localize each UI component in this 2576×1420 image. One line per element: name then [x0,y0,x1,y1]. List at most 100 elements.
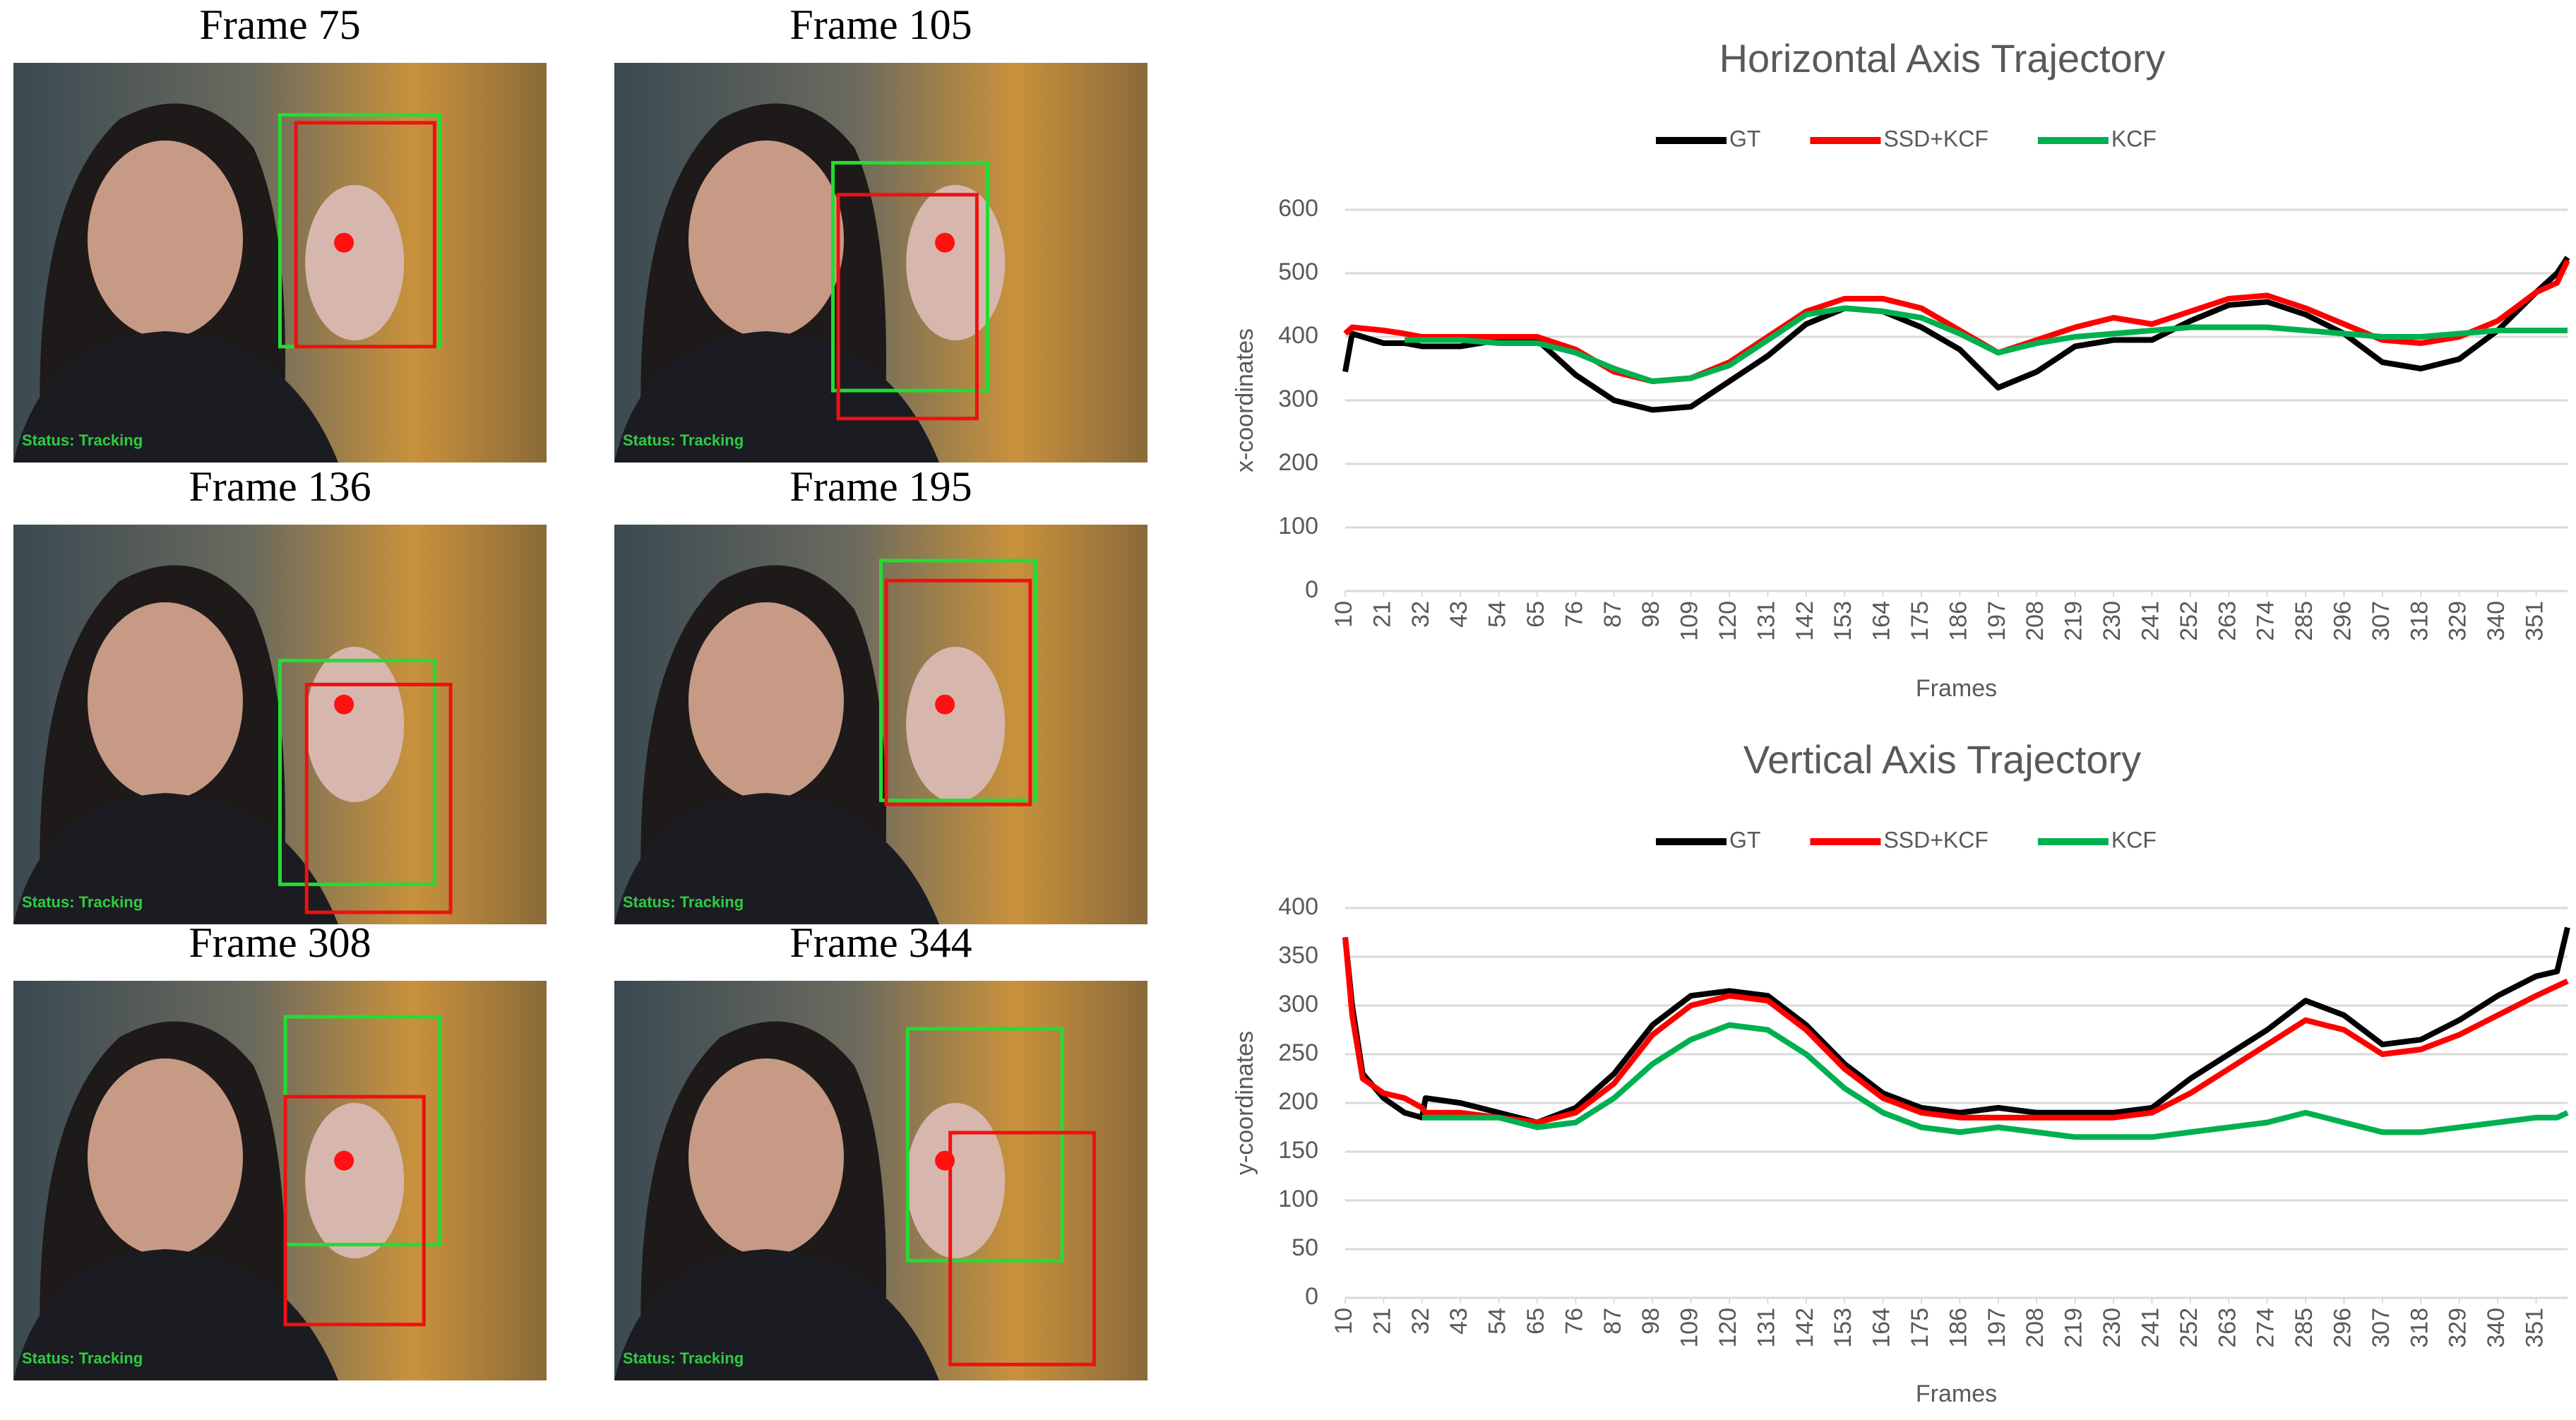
x-tick-label: 351 [2521,601,2548,641]
x-tick-label: 230 [2099,601,2125,641]
red-box [294,121,436,349]
frame-title: Frame 75 [199,1,360,48]
x-tick-label: 340 [2483,1308,2510,1348]
x-tick-label: 43 [1445,1308,1472,1335]
shirt [614,331,939,463]
x-tick-label: 87 [1599,601,1626,628]
frame-title: Frame 195 [789,463,972,510]
red-box [884,578,1032,806]
x-tick-label: 285 [2291,601,2318,641]
x-tick-label: 109 [1676,601,1703,641]
x-tick-label: 153 [1830,601,1856,641]
status-text: Status: Tracking [623,893,744,911]
legend-label: KCF [2111,827,2157,852]
series-line [1343,259,2570,384]
x-tick-label: 131 [1753,1308,1779,1348]
x-tick-label: 32 [1407,1308,1434,1335]
status-text: Status: Tracking [22,431,143,449]
shirt [614,793,939,924]
x-tick-label: 164 [1868,601,1895,641]
x-tick-label: 54 [1484,1308,1511,1335]
track-point [334,694,354,715]
x-tick-label: 142 [1791,601,1818,641]
x-tick-label: 131 [1753,601,1779,641]
series-line [1342,937,2569,1126]
shirt [13,331,338,463]
x-tick-label: 351 [2521,1308,2548,1348]
x-tick-label: 340 [2483,601,2510,641]
red-box [948,1130,1096,1366]
status-text: Status: Tracking [22,1349,143,1367]
x-tick-label: 263 [2214,1308,2241,1348]
y-tick-label: 100 [1278,513,1318,539]
green-box [831,161,989,393]
x-tick-label: 208 [2022,601,2049,641]
face [688,602,844,800]
video-frame: Status: Tracking [614,63,1147,463]
x-tick-label: 219 [2061,601,2087,641]
x-tick-label: 109 [1676,1308,1703,1348]
shirt [13,793,338,924]
x-tick-label: 285 [2291,1308,2318,1348]
face [688,1058,844,1256]
x-tick-label: 76 [1561,1308,1587,1335]
chart-title: Vertical Axis Trajectory [1743,737,2141,782]
legend-label: GT [1729,126,1760,151]
video-frame: Status: Tracking [614,525,1147,924]
red-box [304,682,453,914]
x-tick-label: 219 [2061,1308,2087,1348]
status-text: Status: Tracking [22,893,143,911]
frame-title: Frame 136 [189,463,371,510]
legend-label: KCF [2111,126,2157,151]
green-box [278,658,436,886]
hand [305,1103,405,1258]
track-point [334,232,354,253]
x-tick-label: 307 [2368,1308,2395,1348]
x-tick-label: 296 [2329,1308,2356,1348]
x-tick-label: 307 [2368,601,2395,641]
red-box [836,193,979,421]
green-box [879,559,1037,803]
x-tick-label: 120 [1715,1308,1741,1348]
x-tick-label: 21 [1368,601,1395,628]
x-tick-label: 21 [1368,1308,1395,1335]
video-frame: Status: Tracking [614,981,1147,1380]
green-box [905,1027,1064,1263]
x-tick-label: 175 [1907,1308,1933,1348]
x-tick-label: 197 [1984,1308,2010,1348]
legend-label: SSD+KCF [1883,126,1988,151]
hand [906,647,1006,802]
frame-title: Frame 105 [789,1,972,48]
hand [906,185,1006,340]
x-tick-label: 186 [1945,1308,1972,1348]
x-tick-label: 230 [2099,1308,2125,1348]
series-line [1421,1022,2569,1140]
x-tick-label: 98 [1638,601,1664,628]
face [88,1058,243,1256]
x-tick-label: 87 [1599,1308,1626,1335]
track-point [935,694,955,715]
x-tick-label: 175 [1907,601,1933,641]
hand [305,647,405,802]
x-tick-label: 164 [1868,1308,1895,1348]
legend-label: GT [1729,827,1760,852]
face [88,141,243,338]
frame-title: Frame 344 [789,919,972,966]
x-axis-label: Frames [1916,675,1997,702]
x-tick-label: 274 [2253,1308,2279,1348]
x-tick-label: 208 [2022,1308,2049,1348]
y-tick-label: 500 [1278,258,1318,285]
x-tick-label: 43 [1445,601,1472,628]
x-tick-label: 263 [2214,601,2241,641]
y-tick-label: 0 [1305,1283,1318,1310]
x-tick-label: 76 [1561,601,1587,628]
x-tick-label: 186 [1945,601,1972,641]
track-point [935,232,955,253]
y-tick-label: 50 [1292,1234,1318,1261]
frame-title: Frame 308 [189,919,371,966]
y-axis-label: y-coordinates [1232,1031,1258,1175]
shirt [614,1249,939,1380]
series-line [1342,926,2570,1126]
y-tick-label: 200 [1278,449,1318,476]
